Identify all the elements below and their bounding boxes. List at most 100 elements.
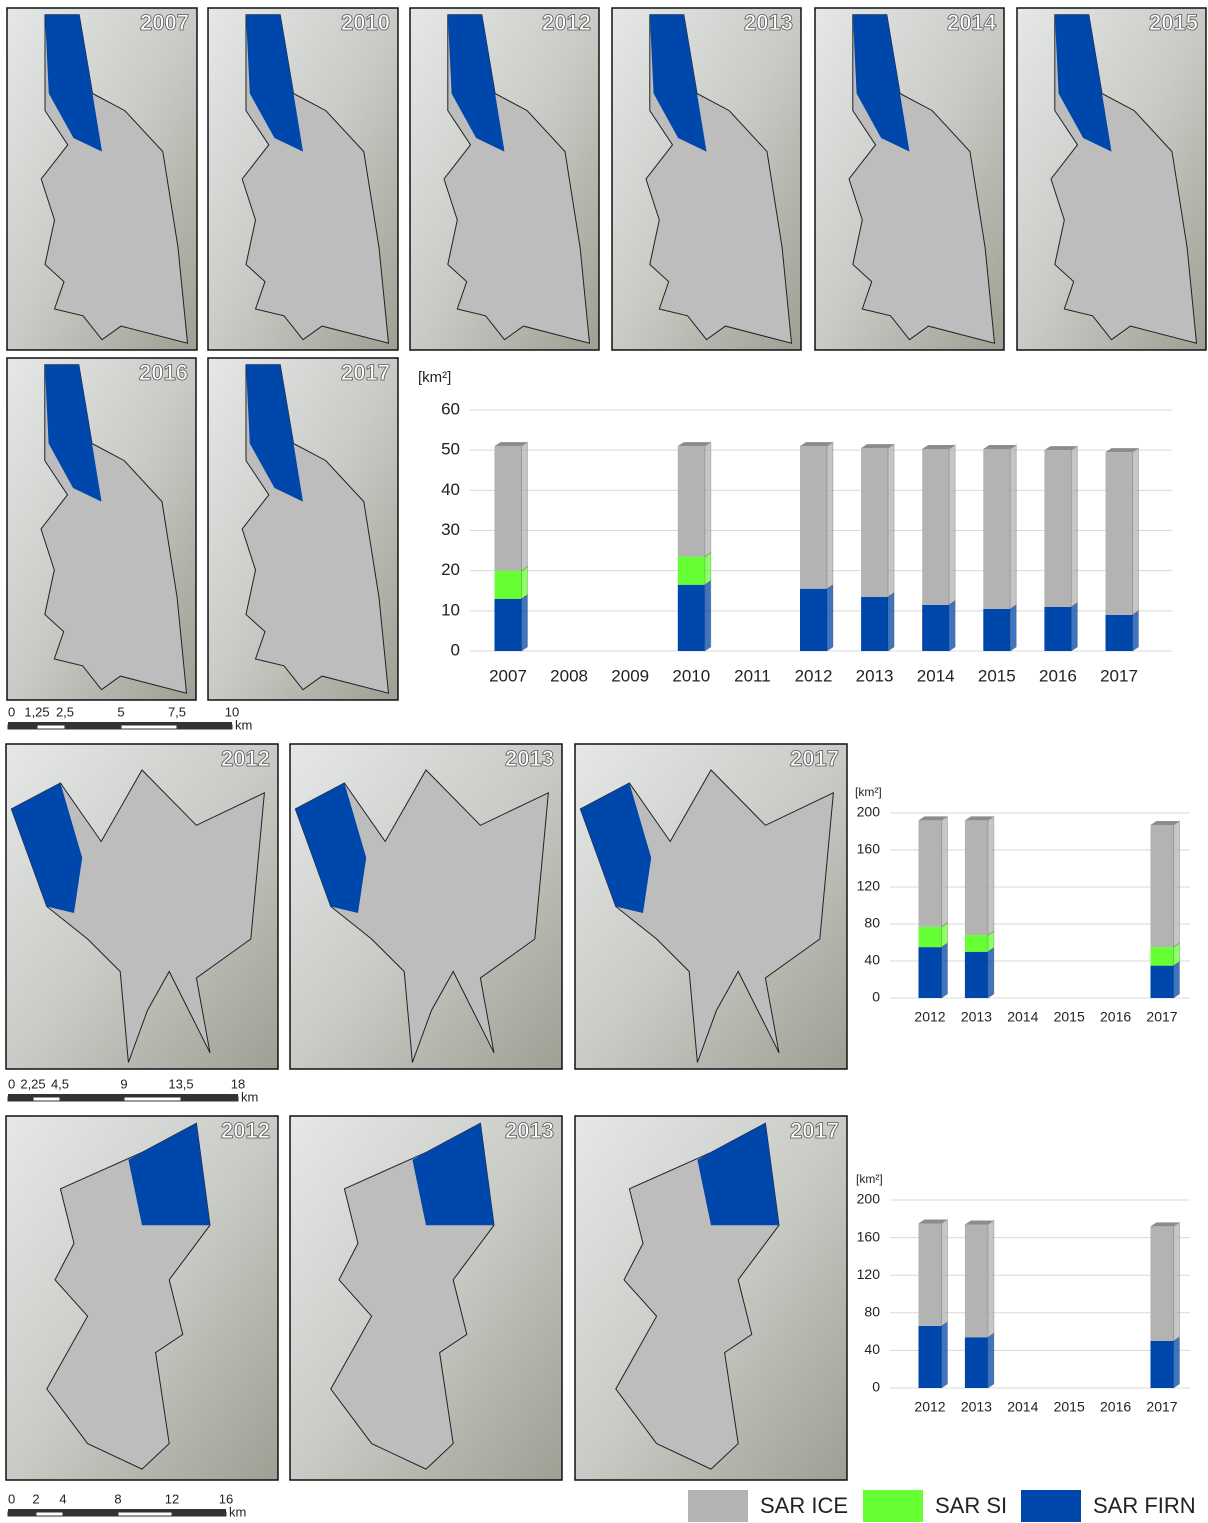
bar-side	[1174, 962, 1180, 998]
map-panel: 2013	[290, 744, 562, 1069]
bar-side	[705, 581, 711, 651]
x-tick-label: 2017	[1100, 666, 1138, 685]
bar-segment	[1151, 966, 1174, 998]
bar-segment	[965, 1224, 988, 1337]
y-tick-label: 0	[872, 1379, 880, 1395]
bar-segment	[1106, 615, 1133, 651]
map-year: 2012	[542, 10, 591, 35]
x-tick-label: 2013	[856, 666, 894, 685]
x-tick-label: 2014	[1007, 1399, 1038, 1415]
map-panel: 2017	[208, 358, 398, 700]
y-axis-label: [km²]	[418, 369, 451, 386]
y-tick-label: 40	[441, 480, 460, 499]
map-panel: 2014	[815, 8, 1004, 350]
scale-segment	[37, 725, 65, 729]
y-tick-label: 80	[864, 915, 880, 931]
bar-side	[827, 585, 833, 651]
y-axis-label: [km²]	[856, 1172, 883, 1186]
scale-unit: km	[241, 1089, 258, 1104]
bar-side	[1071, 446, 1077, 607]
map-panel: 2010	[208, 8, 398, 350]
bar-segment	[965, 820, 988, 935]
scale-segment	[65, 725, 121, 729]
bar-segment	[1044, 450, 1071, 607]
bar-side	[888, 444, 894, 597]
x-tick-label: 2012	[795, 666, 833, 685]
scale-label: 2,25	[20, 1076, 45, 1091]
x-tick-label: 2013	[961, 1009, 992, 1025]
x-tick-label: 2014	[1007, 1009, 1038, 1025]
y-axis-label: [km²]	[855, 785, 882, 799]
map-panel: 2017	[575, 1116, 847, 1480]
y-tick-label: 200	[857, 1191, 881, 1207]
bar-side	[1174, 1222, 1180, 1341]
scale-label: 8	[114, 1491, 121, 1506]
bar-side	[705, 442, 711, 556]
bar-segment	[983, 449, 1010, 609]
y-tick-label: 0	[451, 640, 460, 659]
bar-side	[522, 595, 528, 651]
chart: [km²]01020304050602007200820092010201120…	[418, 369, 1172, 686]
map-year: 2013	[505, 1118, 554, 1143]
map-panel: 2012	[6, 744, 278, 1069]
y-tick-label: 160	[857, 1228, 881, 1244]
scale-label: 2,5	[56, 704, 74, 719]
scale-segment	[121, 725, 177, 729]
x-tick-label: 2015	[978, 666, 1016, 685]
x-tick-label: 2012	[914, 1399, 945, 1415]
bar-segment	[678, 446, 705, 556]
bar-segment	[861, 448, 888, 597]
bar-side	[942, 816, 948, 926]
scale-unit: km	[229, 1504, 246, 1519]
legend-label: SAR ICE	[760, 1493, 848, 1518]
bar-segment	[1151, 947, 1174, 966]
legend-swatch	[1021, 1490, 1081, 1522]
bar-side	[988, 1333, 994, 1388]
x-tick-label: 2017	[1146, 1399, 1177, 1415]
legend-swatch	[688, 1490, 748, 1522]
scale-segment	[172, 1512, 226, 1516]
bar-side	[827, 442, 833, 589]
x-tick-label: 2012	[914, 1009, 945, 1025]
bar-segment	[919, 1224, 942, 1326]
x-tick-label: 2016	[1100, 1009, 1131, 1025]
bar-segment	[1044, 607, 1071, 651]
map-panel: 2007	[7, 8, 197, 350]
map-panel: 2013	[612, 8, 801, 350]
x-tick-label: 2008	[550, 666, 588, 685]
bar-segment	[1151, 825, 1174, 947]
bar-side	[705, 553, 711, 585]
bar-segment	[922, 449, 949, 605]
map-year: 2012	[221, 746, 270, 771]
scale-label: 12	[165, 1491, 179, 1506]
bar-side	[1010, 605, 1016, 651]
scale-label: 4,5	[51, 1076, 69, 1091]
y-tick-label: 120	[857, 878, 881, 894]
x-tick-label: 2014	[917, 666, 955, 685]
map-year: 2014	[947, 10, 997, 35]
bar-side	[1133, 611, 1139, 651]
bar-segment	[919, 820, 942, 926]
scale-segment	[63, 1512, 118, 1516]
y-tick-label: 0	[872, 989, 880, 1005]
bar-side	[1174, 1337, 1180, 1388]
scale-segment	[177, 725, 232, 729]
bar-side	[949, 601, 955, 651]
bar-side	[888, 593, 894, 651]
map-year: 2016	[139, 360, 188, 385]
x-tick-label: 2015	[1054, 1009, 1085, 1025]
bar-segment	[919, 927, 942, 947]
bar-side	[522, 442, 528, 571]
y-tick-label: 10	[441, 600, 460, 619]
bar-segment	[922, 605, 949, 651]
scale-label: 0	[8, 1076, 15, 1091]
bar-side	[522, 567, 528, 599]
figure: SAR ICE SAR SI SAR FIRN 2007201020122013…	[0, 0, 1208, 1523]
scale-label: 1,25	[24, 704, 49, 719]
scale-segment	[33, 1097, 60, 1101]
scale-label: 0	[8, 1491, 15, 1506]
bar-side	[988, 1220, 994, 1337]
bar-side	[1174, 821, 1180, 947]
bar-segment	[678, 557, 705, 585]
y-tick-label: 40	[864, 952, 880, 968]
